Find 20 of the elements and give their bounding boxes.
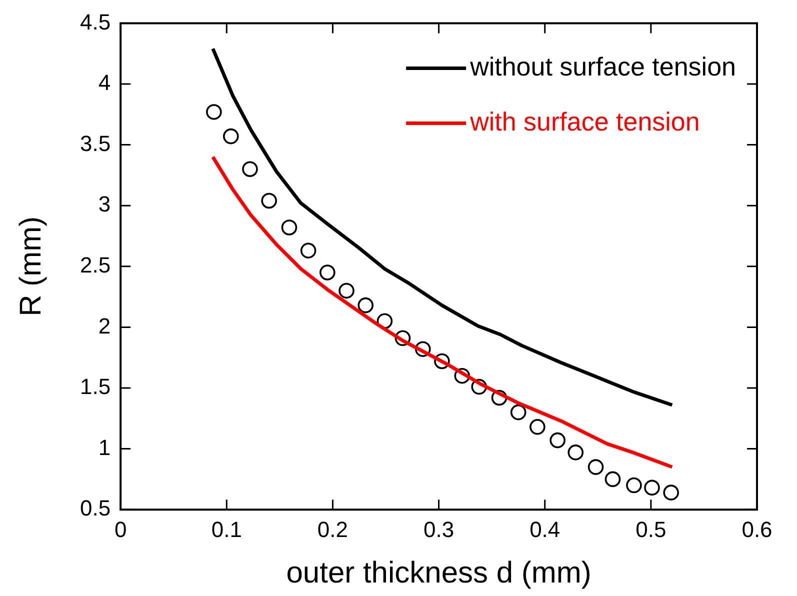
x-tick-label: 0 — [114, 516, 127, 542]
y-tick-label: 1 — [98, 434, 111, 460]
x-tick-label: 0.2 — [317, 516, 348, 542]
y-tick-label: 4.5 — [80, 9, 111, 34]
y-tick-label: 3.5 — [80, 130, 111, 156]
x-tick-label: 0.6 — [742, 516, 772, 542]
y-tick-label: 2 — [98, 313, 111, 338]
y-tick-label: 4 — [98, 70, 111, 96]
y-tick-label: 1.5 — [80, 374, 111, 400]
legend-label: without surface tension — [469, 51, 736, 82]
x-axis-title: outer thickness d (mm) — [286, 556, 592, 590]
y-tick-label: 2.5 — [80, 252, 111, 278]
y-tick-label: 0.5 — [80, 496, 111, 521]
y-tick-label: 3 — [98, 192, 111, 217]
x-tick-label: 0.5 — [636, 516, 666, 542]
x-tick-label: 0.3 — [423, 516, 454, 542]
y-axis-title: R (mm) — [14, 216, 48, 316]
x-tick-label: 0.4 — [530, 516, 560, 542]
x-tick-label: 0.1 — [211, 516, 242, 542]
legend-label: with surface tension — [469, 106, 700, 136]
